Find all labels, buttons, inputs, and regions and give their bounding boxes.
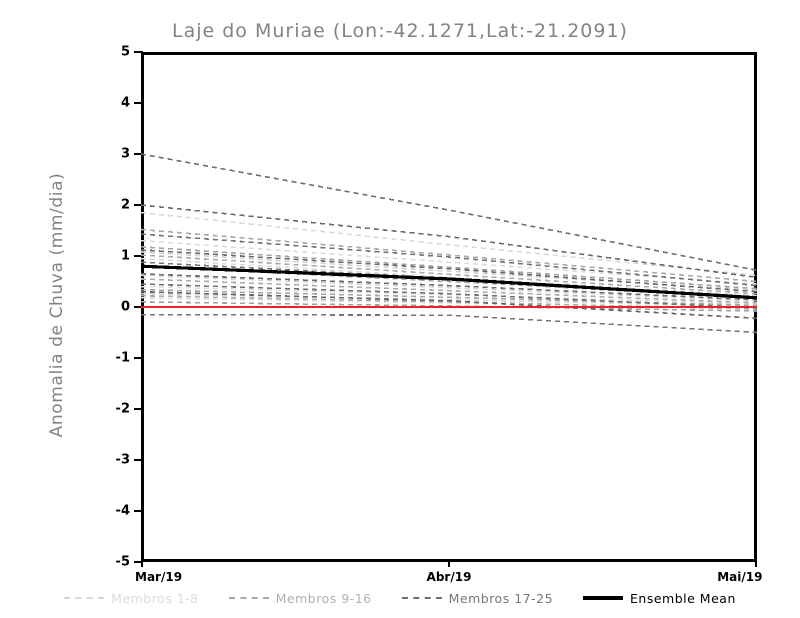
y-tick-mark bbox=[134, 255, 143, 257]
y-tick-label: 2 bbox=[120, 197, 130, 213]
legend-swatch bbox=[64, 597, 105, 599]
y-tick-mark bbox=[134, 408, 143, 410]
legend-item: Membros 9-16 bbox=[228, 590, 372, 606]
member-line bbox=[140, 228, 758, 283]
member-line bbox=[140, 254, 758, 295]
y-tick-label: -1 bbox=[115, 350, 130, 366]
y-tick-label: -3 bbox=[115, 452, 130, 468]
legend-label: Membros 1-8 bbox=[111, 590, 199, 606]
legend-item: Ensemble Mean bbox=[583, 591, 736, 606]
x-tick-label: Mar/19 bbox=[135, 570, 183, 584]
y-tick-label: 3 bbox=[120, 146, 130, 162]
member-line bbox=[140, 313, 758, 334]
legend-swatch bbox=[228, 597, 269, 599]
y-tick-mark bbox=[134, 357, 143, 359]
legend-label: Membros 17-25 bbox=[448, 590, 554, 606]
member-line bbox=[140, 273, 758, 301]
x-tick-mark bbox=[448, 559, 450, 567]
legend-item: Membros 1-8 bbox=[64, 591, 199, 606]
y-tick-mark bbox=[134, 306, 143, 308]
member-line bbox=[140, 283, 758, 309]
y-tick-mark bbox=[134, 510, 143, 512]
member-line bbox=[140, 233, 758, 287]
member-line bbox=[140, 204, 758, 279]
y-tick-mark bbox=[134, 153, 143, 155]
y-tick-mark bbox=[134, 102, 143, 104]
member-line bbox=[140, 274, 758, 302]
plot-area: 5 4 3 2 1 0 -1 -2 -3 -4 -5 Mar/19 Abr/19 Mai/19 bbox=[116, 45, 763, 585]
member-line bbox=[140, 285, 758, 305]
member-line bbox=[140, 278, 758, 304]
member-line bbox=[140, 290, 758, 320]
member-line bbox=[140, 249, 758, 293]
member-line bbox=[140, 211, 758, 277]
y-tick-label: 0 bbox=[120, 299, 130, 315]
x-tick-label: Abr/19 bbox=[426, 570, 472, 584]
y-tick-mark bbox=[134, 561, 143, 563]
y-tick-label: -2 bbox=[115, 401, 130, 417]
member-line bbox=[140, 301, 758, 312]
x-tick-mark bbox=[755, 559, 757, 567]
chart-title: Laje do Muriae (Lon:-42.1271,Lat:-21.209… bbox=[172, 20, 628, 42]
y-tick-mark bbox=[134, 204, 143, 206]
series-lines bbox=[140, 153, 758, 334]
legend-item: Membros 17-25 bbox=[401, 590, 554, 606]
y-tick-label: 5 bbox=[120, 44, 130, 60]
plot-top-rule bbox=[141, 52, 757, 55]
y-tick-label: -4 bbox=[115, 503, 130, 519]
y-tick-mark bbox=[134, 51, 143, 53]
legend-label: Membros 9-16 bbox=[275, 590, 372, 606]
y-tick-mark bbox=[134, 459, 143, 461]
y-tick-label: -5 bbox=[115, 554, 130, 570]
member-line bbox=[140, 246, 758, 290]
x-tick-label: Mai/19 bbox=[717, 570, 763, 584]
legend-swatch bbox=[401, 597, 442, 599]
legend-label: Ensemble Mean bbox=[630, 590, 736, 606]
chart-legend: Membros 1-8 Membros 9-16 Membros 17-25 Ense… bbox=[0, 588, 800, 608]
member-line bbox=[140, 153, 758, 272]
y-tick-label: 4 bbox=[120, 95, 130, 111]
y-tick-label: 1 bbox=[120, 248, 130, 264]
x-tick-mark bbox=[141, 559, 143, 567]
legend-swatch bbox=[583, 596, 624, 600]
ensemble-mean-line bbox=[140, 264, 758, 300]
y-axis-label: Anomalia de Chuva (mm/dia) bbox=[47, 172, 67, 438]
